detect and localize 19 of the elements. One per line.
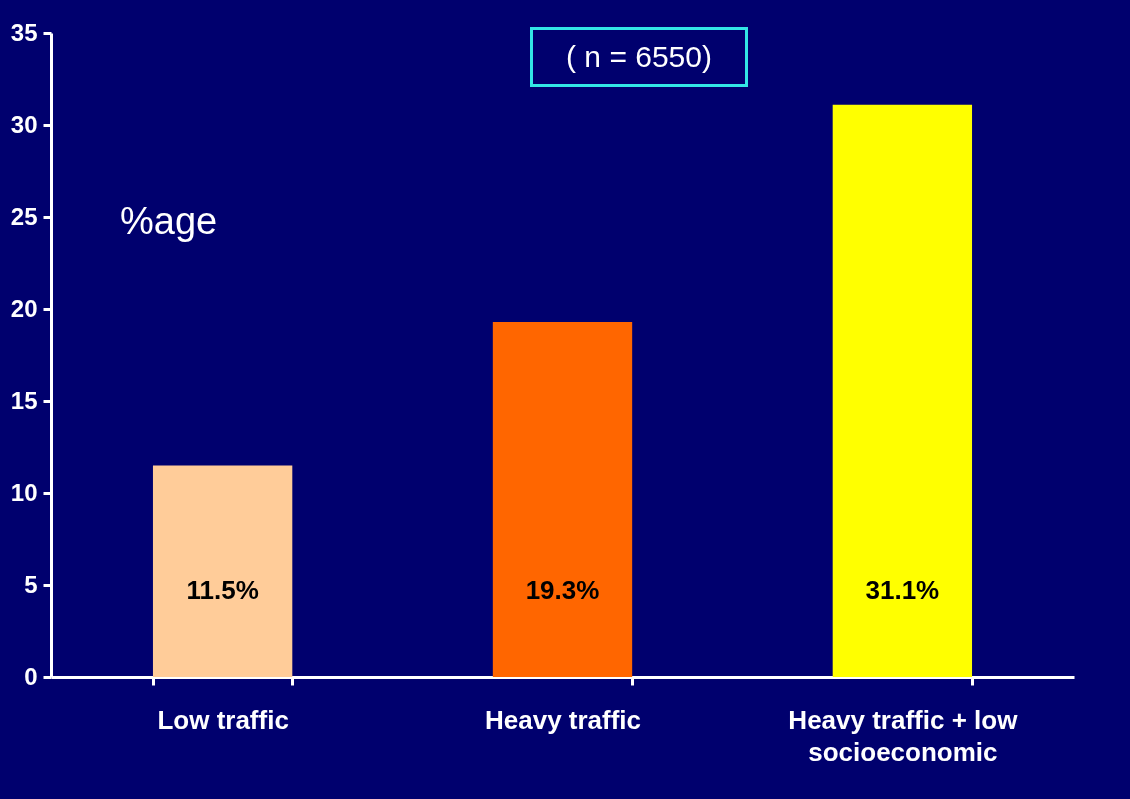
y-tick-label: 25 xyxy=(10,202,38,230)
data-label: 19.3% xyxy=(525,575,600,605)
y-tick-label: 35 xyxy=(10,18,38,46)
y-tick-label: 20 xyxy=(10,294,38,322)
y-tick-label: 0 xyxy=(24,662,38,690)
y-tick-label: 5 xyxy=(24,570,38,598)
x-tick-label: Heavy traffic + low socioeconomic xyxy=(788,704,1019,767)
x-tick-label: Low traffic xyxy=(157,704,289,735)
y-tick-label: 15 xyxy=(10,386,38,414)
x-tick-label: Heavy traffic xyxy=(484,704,642,735)
y-axis-title: %age xyxy=(120,200,218,243)
bar xyxy=(492,321,633,677)
bar xyxy=(152,465,293,677)
y-tick-label: 30 xyxy=(10,110,38,138)
y-tick-label: 10 xyxy=(10,478,38,506)
data-label: 11.5% xyxy=(186,575,259,605)
annotation: ( n = 6550) xyxy=(530,27,748,87)
data-label: 31.1% xyxy=(865,575,940,605)
bar xyxy=(832,104,973,677)
